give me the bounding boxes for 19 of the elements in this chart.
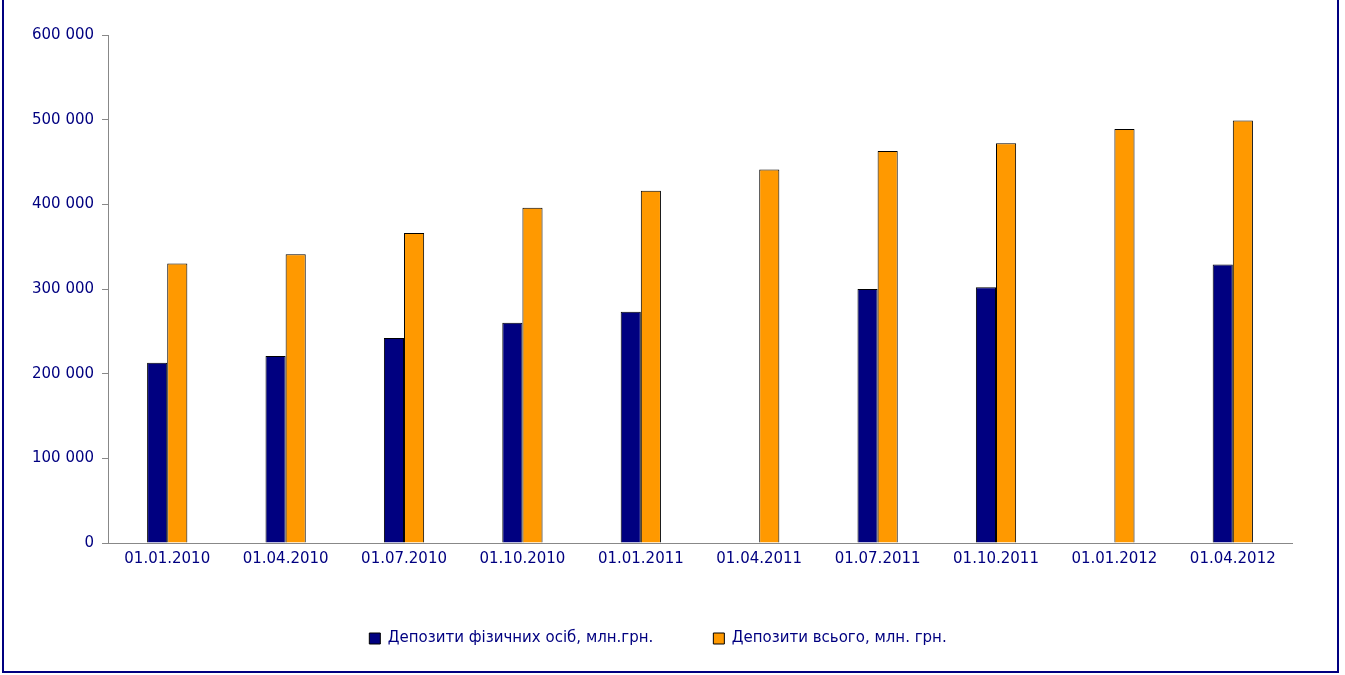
- x-tick-label: 01.04.2012: [1189, 548, 1276, 567]
- y-tick-label: 400 000: [32, 194, 95, 213]
- x-tick-label: 01.01.2011: [597, 548, 684, 567]
- x-tick-label: 01.04.2011: [716, 548, 803, 567]
- y-tick-label: 200 000: [32, 363, 95, 382]
- y-tick-label: 0: [84, 532, 95, 551]
- x-tick-label: 01.01.2010: [124, 548, 211, 567]
- x-tick-label: 01.04.2010: [242, 548, 329, 567]
- x-tick-label: 01.07.2010: [361, 548, 447, 567]
- y-tick-label: 500 000: [32, 109, 95, 128]
- y-tick-label: 600 000: [32, 24, 95, 43]
- legend-label: Депозити фізичних осіб, млн.грн.: [387, 628, 654, 647]
- x-tick-label: 01.07.2011: [834, 548, 921, 567]
- y-tick-label: 100 000: [32, 448, 95, 467]
- x-tick-label: 01.10.2011: [953, 548, 1039, 567]
- x-tick-label: 01.01.2012: [1071, 548, 1158, 567]
- y-tick-label: 300 000: [32, 278, 95, 297]
- x-tick-label: 01.10.2010: [479, 548, 566, 567]
- legend-label: Депозити всього, млн. грн.: [731, 628, 947, 647]
